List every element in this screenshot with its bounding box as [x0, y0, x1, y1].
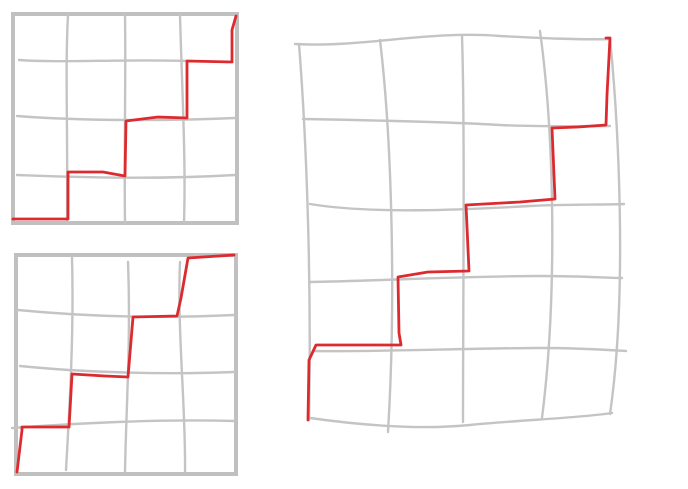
grid-line-vertical	[178, 13, 186, 224]
grid-line-vertical	[378, 38, 394, 434]
grid-line-vertical	[538, 29, 554, 420]
panel-right	[293, 29, 628, 434]
grid-line-right	[608, 36, 622, 416]
grid-line-horizontal	[307, 274, 624, 284]
grid-lines	[293, 29, 628, 434]
grid-line-vertical	[460, 34, 465, 424]
grid-line-bottom	[308, 411, 614, 429]
grid-line-horizontal	[15, 173, 237, 179]
panel-bottom-left	[10, 253, 238, 476]
grid-line-horizontal	[308, 202, 626, 212]
red-staircase-path	[15, 253, 236, 474]
red-staircase-path	[11, 14, 238, 221]
grid-line-horizontal	[301, 117, 612, 128]
grid-line-vertical	[178, 260, 187, 474]
grid-line-horizontal	[311, 346, 628, 353]
red-staircase-path	[306, 36, 612, 422]
grid-line-vertical	[123, 13, 127, 224]
grid-line-top	[293, 33, 612, 46]
panel-top-left	[11, 12, 239, 225]
grid-line-horizontal	[16, 308, 236, 319]
grid-lines	[15, 13, 237, 224]
panel-frame	[14, 253, 238, 476]
grid-line-horizontal	[18, 364, 236, 375]
grid-line-vertical	[64, 255, 74, 472]
grid-line-horizontal	[17, 58, 190, 63]
grid-lines	[10, 255, 236, 474]
